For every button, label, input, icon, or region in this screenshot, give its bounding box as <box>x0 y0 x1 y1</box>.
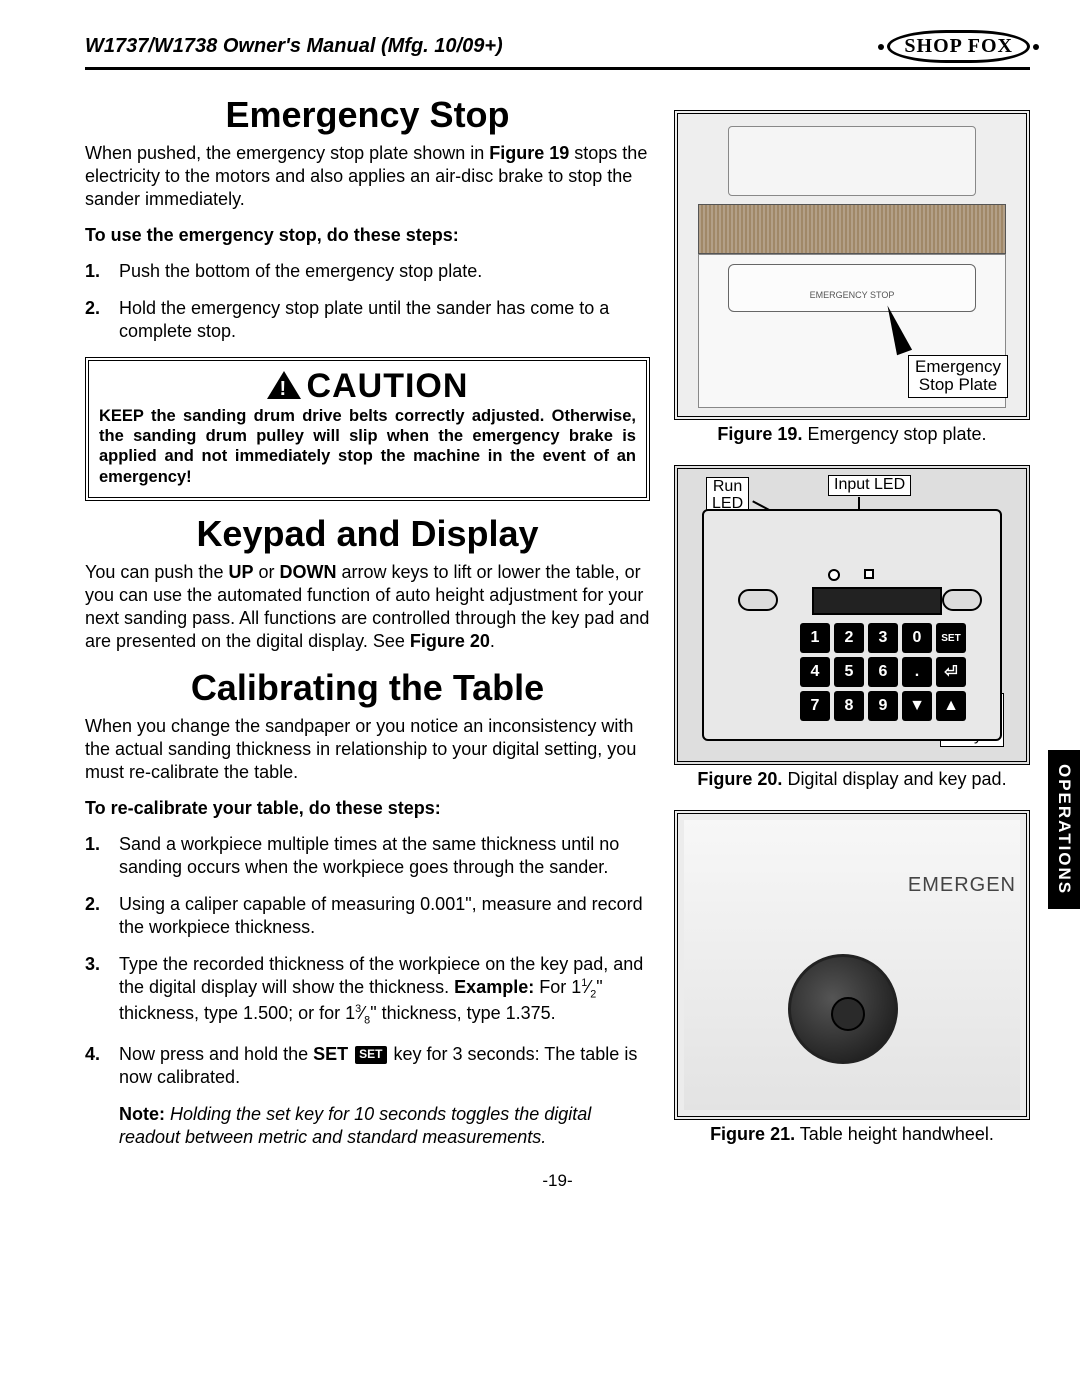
text-bold: DOWN <box>280 562 337 582</box>
emergency-steps-list: Push the bottom of the emergency stop pl… <box>85 260 650 343</box>
note-label: Note: <box>119 1104 165 1124</box>
caption-text: Table height handwheel. <box>795 1124 994 1144</box>
fraction-num: 1 <box>581 977 587 989</box>
key-7: 7 <box>800 691 830 721</box>
key-1: 1 <box>800 623 830 653</box>
calibrating-steps-intro: To re-calibrate your table, do these ste… <box>85 798 650 819</box>
note-text: Holding the set key for 10 seconds toggl… <box>119 1104 591 1147</box>
list-item: Sand a workpiece multiple times at the s… <box>85 833 650 879</box>
text: or <box>253 562 279 582</box>
key-6: 6 <box>868 657 898 687</box>
section-keypad-heading: Keypad and Display <box>85 513 650 555</box>
brand-logo: SHOP FOX <box>887 30 1030 63</box>
key-8: 8 <box>834 691 864 721</box>
section-calibrating-heading: Calibrating the Table <box>85 667 650 709</box>
caution-heading: CAUTION <box>99 367 636 406</box>
figure-ref: Figure 20 <box>410 631 490 651</box>
text: " thickness, type 1.375. <box>370 1003 556 1023</box>
section-emergency-stop-heading: Emergency Stop <box>85 94 650 136</box>
key-dot: . <box>902 657 932 687</box>
caution-body: KEEP the sanding drum drive belts correc… <box>99 406 636 487</box>
manual-title: W1737/W1738 Owner's Manual (Mfg. 10/09+) <box>85 35 503 58</box>
figure-19: EMERGENCY STOP Emergency Stop Plate <box>674 110 1030 420</box>
page-number: -19- <box>85 1171 1030 1191</box>
figure-21: EMERGEN <box>674 810 1030 1120</box>
key-set: SET <box>936 623 966 653</box>
calibrating-steps-list: Sand a workpiece multiple times at the s… <box>85 833 650 1089</box>
fraction-num: 3 <box>355 1003 361 1015</box>
calibrating-intro: When you change the sandpaper or you not… <box>85 715 650 784</box>
key-0: 0 <box>902 623 932 653</box>
list-item: Now press and hold the SET SET key for 3… <box>85 1043 650 1089</box>
figure-19-label: Emergency Stop Plate <box>908 355 1008 398</box>
text-bold: UP <box>228 562 253 582</box>
key-5: 5 <box>834 657 864 687</box>
caution-heading-text: CAUTION <box>307 367 469 406</box>
keypad-body: You can push the UP or DOWN arrow keys t… <box>85 561 650 653</box>
caption-bold: Figure 19. <box>717 424 802 444</box>
text: For 1 <box>534 977 581 997</box>
side-tab-operations: OPERATIONS <box>1048 750 1080 909</box>
text-bold: Example: <box>454 977 534 997</box>
text-bold: SET <box>313 1044 348 1064</box>
figure-20-caption: Figure 20. Digital display and key pad. <box>674 769 1030 790</box>
key-down: ▼ <box>902 691 932 721</box>
handwheel-icon <box>788 954 898 1064</box>
keypad: 1 2 3 0 SET 4 5 6 . ⏎ 7 8 9 ▼ ▲ <box>800 623 966 721</box>
text: Now press and hold the <box>119 1044 313 1064</box>
figure-21-caption: Figure 21. Table height handwheel. <box>674 1124 1030 1145</box>
side-button-left <box>738 589 778 611</box>
key-up: ▲ <box>936 691 966 721</box>
caution-box: CAUTION KEEP the sanding drum drive belt… <box>85 357 650 501</box>
key-2: 2 <box>834 623 864 653</box>
input-led-icon <box>864 569 874 579</box>
digital-display <box>812 587 942 615</box>
caption-text: Emergency stop plate. <box>802 424 986 444</box>
list-item: Type the recorded thickness of the workp… <box>85 953 650 1029</box>
text: . <box>490 631 495 651</box>
warning-icon <box>267 371 301 399</box>
key-9: 9 <box>868 691 898 721</box>
list-item: Using a caliper capable of measuring 0.0… <box>85 893 650 939</box>
text: When pushed, the emergency stop plate sh… <box>85 143 489 163</box>
key-3: 3 <box>868 623 898 653</box>
list-item: Push the bottom of the emergency stop pl… <box>85 260 650 283</box>
figure-20: Run LED Input LED Up and Down Keys 1 2 3 <box>674 465 1030 765</box>
text: You can push the <box>85 562 228 582</box>
caption-text: Digital display and key pad. <box>782 769 1006 789</box>
page-header: W1737/W1738 Owner's Manual (Mfg. 10/09+)… <box>85 30 1030 70</box>
key-4: 4 <box>800 657 830 687</box>
emergency-stop-intro: When pushed, the emergency stop plate sh… <box>85 142 650 211</box>
caption-bold: Figure 21. <box>710 1124 795 1144</box>
key-enter: ⏎ <box>936 657 966 687</box>
list-item: Hold the emergency stop plate until the … <box>85 297 650 343</box>
side-button-right <box>942 589 982 611</box>
set-key-icon: SET <box>355 1046 386 1063</box>
emergency-steps-intro: To use the emergency stop, do these step… <box>85 225 650 246</box>
plate-small-label: EMERGENCY STOP <box>758 290 946 300</box>
run-led-icon <box>828 569 840 581</box>
figure-ref: Figure 19 <box>489 143 569 163</box>
figure-19-caption: Figure 19. Emergency stop plate. <box>674 424 1030 445</box>
input-led-label: Input LED <box>828 475 911 496</box>
caption-bold: Figure 20. <box>697 769 782 789</box>
calibrating-note: Note: Holding the set key for 10 seconds… <box>85 1103 650 1149</box>
emergency-text: EMERGEN <box>908 874 1016 897</box>
